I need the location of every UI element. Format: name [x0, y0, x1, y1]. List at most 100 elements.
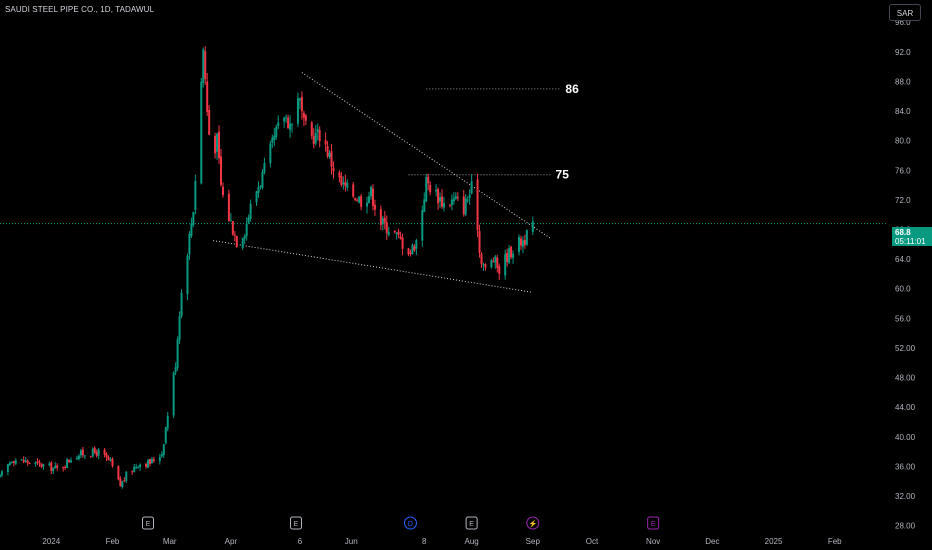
x-tick-label: Feb — [106, 537, 120, 546]
candle-body — [34, 462, 37, 465]
candle-body — [490, 260, 493, 268]
level-label: 75 — [556, 168, 570, 182]
candle-body — [180, 292, 183, 317]
candle-body — [160, 454, 163, 457]
candle-body — [525, 230, 528, 245]
candle-body — [243, 235, 246, 239]
candle-body — [480, 253, 483, 265]
currency-button[interactable]: SAR — [889, 4, 921, 21]
candle-body — [255, 191, 258, 203]
candle-body — [186, 255, 189, 295]
candle-body — [24, 460, 27, 462]
candle-body — [429, 184, 432, 193]
candle-body — [506, 252, 509, 263]
candle-body — [68, 459, 71, 462]
candle-body — [407, 248, 410, 255]
event-marker-icon[interactable] — [290, 516, 302, 530]
candle-body — [287, 117, 290, 129]
candle-body — [338, 172, 341, 178]
event-marker-icon[interactable] — [526, 516, 540, 530]
candle-body — [298, 98, 301, 101]
candle-body — [54, 465, 57, 469]
candle-body — [14, 460, 17, 464]
candle-body — [216, 133, 219, 152]
candle-body — [300, 96, 303, 112]
bar-countdown: 05:11:01 — [895, 237, 926, 246]
horizontal-levels: 86 75 — [408, 82, 579, 182]
candle-body — [204, 51, 207, 80]
time-axis[interactable]: 2024 Feb Mar Apr 6 Jun 8 Aug Sep Oct Nov Dec 2025 Feb — [0, 533, 932, 550]
candle-body — [454, 196, 457, 199]
candle-body — [235, 235, 238, 248]
event-markers[interactable]: E E D E ⚡ E — [142, 516, 660, 530]
price-axis[interactable]: 28.00 32.00 36.00 40.00 44.00 48.00 52.00 56.0 6… — [888, 0, 932, 550]
candle-body — [423, 199, 426, 212]
candle-body — [519, 238, 522, 246]
candle-body — [496, 257, 499, 268]
candle-body — [393, 230, 396, 233]
candle-body — [314, 132, 317, 144]
candle-body — [147, 460, 149, 468]
candle-body — [194, 180, 197, 210]
y-tick-label: 88.0 — [895, 77, 911, 86]
candle-body — [36, 461, 39, 463]
candle-body — [344, 182, 347, 186]
event-marker-icon[interactable] — [465, 516, 478, 530]
candle-body — [437, 189, 440, 204]
candle-body — [332, 167, 335, 172]
candle-body — [476, 179, 479, 231]
candle-body — [233, 234, 236, 236]
y-tick-label: 56.0 — [895, 314, 911, 323]
candle-body — [50, 462, 53, 471]
candle-body — [0, 474, 1, 477]
event-marker-label: E — [294, 521, 299, 528]
event-marker-label: ⚡ — [528, 519, 537, 528]
candle-body — [494, 256, 497, 263]
candle-body — [79, 450, 82, 456]
y-tick-label: 64.0 — [895, 255, 911, 264]
candle-body — [498, 266, 501, 274]
x-tick-label: Dec — [705, 537, 719, 546]
candle-body — [158, 457, 161, 461]
candle-body — [133, 466, 136, 473]
candle-body — [512, 253, 515, 258]
candle-body — [328, 152, 331, 158]
candle-body — [192, 211, 195, 225]
event-marker-label: E — [651, 521, 656, 528]
candle-body — [466, 199, 469, 201]
candle-body — [504, 254, 507, 276]
candle-body — [330, 151, 333, 167]
candle-body — [387, 232, 390, 236]
candle-body — [381, 218, 384, 225]
candle-body — [0, 471, 3, 476]
candle-body — [135, 466, 138, 468]
event-marker-icon[interactable] — [142, 516, 154, 530]
candle-body — [206, 81, 209, 113]
trendlines — [213, 72, 551, 293]
candle-body — [395, 232, 398, 234]
y-tick-label: 80.0 — [895, 137, 911, 146]
event-marker-icon[interactable] — [403, 516, 417, 530]
candle-body — [492, 261, 495, 263]
candle-body — [111, 458, 114, 467]
price-axis-bg — [888, 0, 932, 550]
y-tick-label: 60.0 — [895, 285, 911, 294]
candle-body — [257, 187, 260, 193]
candle-body — [484, 264, 487, 268]
event-marker-icon[interactable] — [647, 516, 660, 530]
candle-body — [310, 122, 313, 136]
candle-body — [10, 462, 13, 464]
candle-body — [245, 223, 248, 237]
x-tick-label: Oct — [586, 537, 599, 546]
candle-body — [91, 448, 94, 457]
candle-body — [188, 233, 191, 255]
candle-body — [326, 146, 329, 157]
candle-body — [448, 204, 451, 206]
candle-body — [105, 454, 108, 458]
candle-body — [425, 177, 428, 202]
candle-body — [83, 455, 86, 457]
candle-body — [464, 198, 467, 215]
y-tick-label: 40.00 — [895, 433, 916, 442]
candle-body — [97, 449, 100, 456]
